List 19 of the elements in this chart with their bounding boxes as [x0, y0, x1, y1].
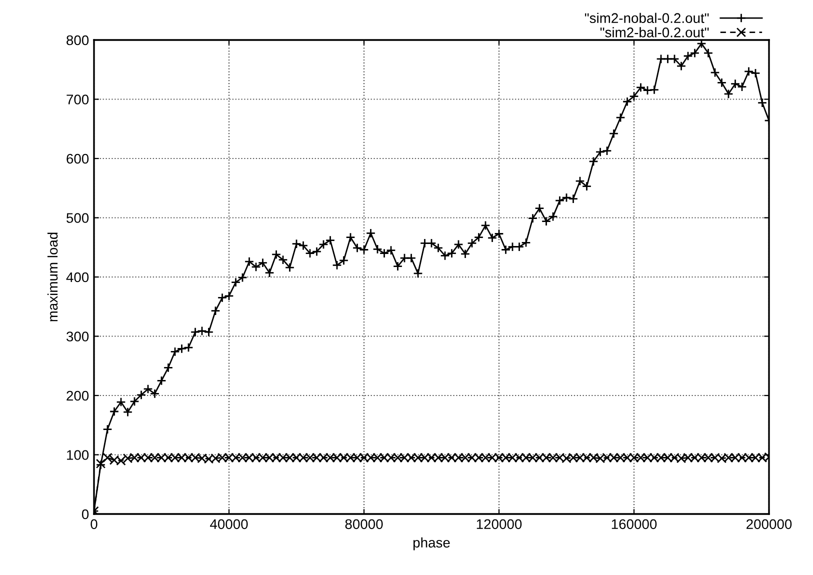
x-tick-label: 40000 — [210, 519, 248, 530]
y-tick-label: 200 — [66, 390, 89, 401]
x-tick-label: 120000 — [476, 519, 522, 530]
y-tick-label: 500 — [66, 213, 89, 223]
x-axis-title: phase — [413, 537, 450, 550]
y-tick-label: 400 — [66, 272, 89, 282]
y-tick-label: 600 — [66, 154, 89, 164]
y-axis-title: maximum load — [47, 232, 58, 322]
x-tick-label: 80000 — [345, 519, 383, 530]
x-tick-label: 0 — [90, 519, 98, 530]
x-tick-label: 200000 — [746, 519, 792, 530]
y-tick-label: 100 — [67, 450, 89, 460]
y-tick-label: 700 — [66, 94, 89, 104]
legend-label: "sim2-bal-0.2.out" — [600, 27, 709, 38]
x-tick-label: 160000 — [612, 519, 657, 530]
y-tick-label: 800 — [66, 35, 89, 46]
y-tick-label: 0 — [82, 509, 89, 520]
y-tick-label: 300 — [66, 332, 89, 342]
legend-label: "sim2-nobal-0.2.out" — [584, 12, 709, 24]
